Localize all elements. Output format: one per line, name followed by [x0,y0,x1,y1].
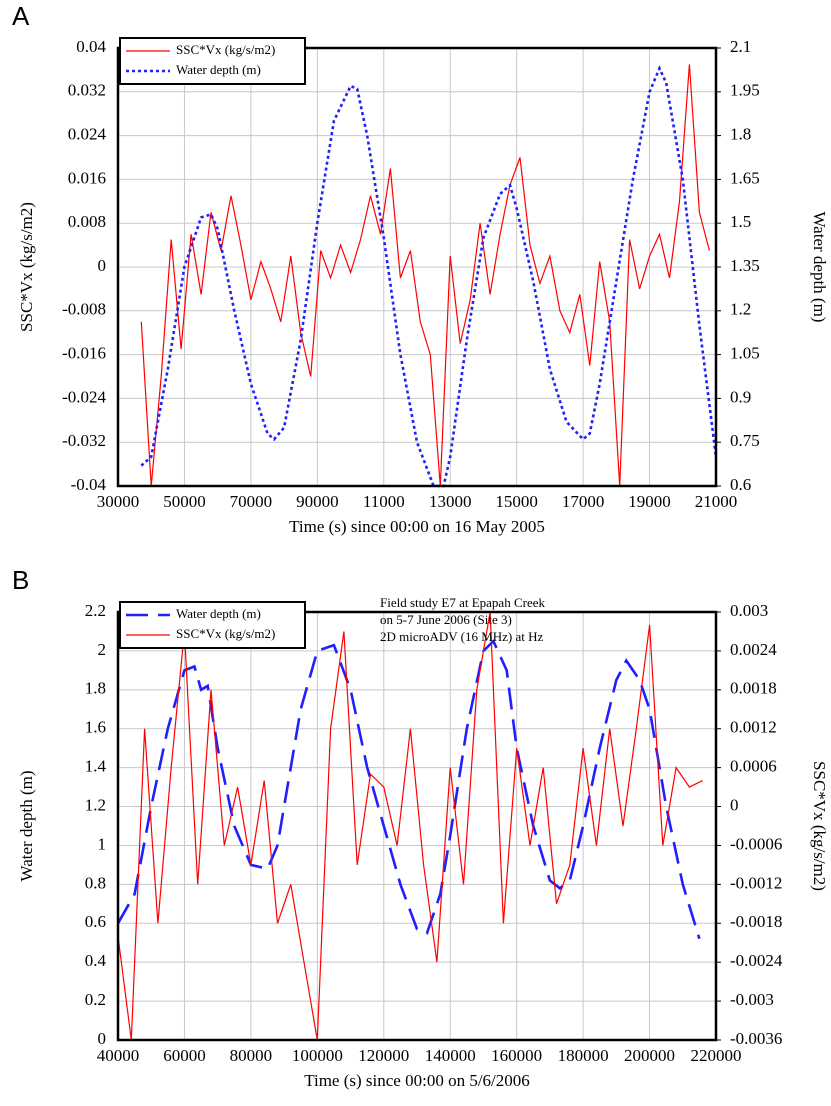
x-tick-label: 100000 [292,1046,343,1065]
x-tick-label: 220000 [691,1046,742,1065]
y-tick-label: 0.032 [68,81,106,100]
y2-axis-label: Water depth (m) [810,212,829,323]
y2-tick-label: 0.0012 [730,718,777,737]
x-tick-label: 19000 [628,492,671,511]
y-tick-label: 1 [98,834,107,853]
y-axis-label: Water depth (m) [17,771,36,882]
y-tick-label: 0.008 [68,212,106,231]
x-tick-label: 50000 [163,492,206,511]
legend-label: Water depth (m) [176,62,261,77]
y2-tick-label: 0.75 [730,431,760,450]
y-tick-label: -0.024 [62,387,106,406]
panel-label: A [12,1,30,31]
y2-tick-label: 1.2 [730,300,751,319]
y2-tick-label: 0.6 [730,475,751,494]
y2-tick-label: 0.0018 [730,679,777,698]
series-line [140,64,710,487]
y2-tick-label: 1.05 [730,344,760,363]
x-tick-label: 200000 [624,1046,675,1065]
y-tick-label: 0.04 [76,37,106,56]
x-tick-label: 30000 [97,492,140,511]
y-tick-label: 2.2 [85,601,106,620]
x-tick-label: 160000 [491,1046,542,1065]
y2-tick-label: 1.5 [730,212,751,231]
x-axis-label: Time (s) since 00:00 on 16 May 2005 [289,517,545,536]
y-tick-label: 0.024 [68,125,107,144]
annotation: on 5-7 June 2006 (Site 3) [380,612,512,627]
y2-tick-label: 1.95 [730,81,760,100]
y2-tick-label: -0.0024 [730,951,783,970]
x-tick-label: 180000 [558,1046,609,1065]
x-tick-label: 21000 [695,492,738,511]
y-tick-label: 1.4 [85,757,107,776]
y2-tick-label: 1.8 [730,125,751,144]
annotation: Field study E7 at Epapah Creek [380,595,545,610]
series-line [140,65,718,488]
y-tick-label: 0.016 [68,168,106,187]
y-tick-label: 1.2 [85,795,106,814]
y2-tick-label: 2.1 [730,37,751,56]
y2-tick-label: -0.0018 [730,912,782,931]
y2-tick-label: 0.9 [730,387,751,406]
x-tick-label: 70000 [230,492,273,511]
x-tick-label: 11000 [363,492,405,511]
y2-tick-label: -0.0012 [730,873,782,892]
legend-label: SSC*Vx (kg/s/m2) [176,42,275,57]
x-tick-label: 80000 [230,1046,273,1065]
x-tick-label: 90000 [296,492,339,511]
y-tick-label: 1.6 [85,718,106,737]
legend-box [119,601,306,649]
x-tick-label: 13000 [429,492,472,511]
y-tick-label: -0.04 [71,475,107,494]
legend-label: Water depth (m) [176,606,261,621]
x-tick-label: 60000 [163,1046,206,1065]
y2-tick-label: 1.35 [730,256,760,275]
series-line [117,611,703,1041]
y-tick-label: -0.016 [62,344,106,363]
y-tick-label: 0.6 [85,912,106,931]
series-line [116,638,701,940]
legend-label: SSC*Vx (kg/s/m2) [176,626,275,641]
legend-box [119,37,306,85]
x-tick-label: 140000 [425,1046,476,1065]
y2-tick-label: 0 [730,795,739,814]
y-tick-label: 0 [98,1029,107,1048]
x-tick-label: 40000 [97,1046,140,1065]
y-tick-label: 0 [98,256,107,275]
y-tick-label: 2 [98,640,107,659]
annotation: 2D microADV (16 MHz) at Hz [380,629,544,644]
y-tick-label: 0.8 [85,873,106,892]
y-axis-label: SSC*Vx (kg/s/m2) [17,202,36,332]
y2-tick-label: 0.003 [730,601,768,620]
y-tick-label: 0.2 [85,990,106,1009]
y2-tick-label: 0.0024 [730,640,777,659]
plot-frame [116,610,718,1042]
y2-axis-label: SSC*Vx (kg/s/m2) [810,761,829,891]
x-tick-label: 17000 [562,492,605,511]
y-tick-label: -0.008 [62,300,106,319]
x-axis-label: Time (s) since 00:00 on 5/6/2006 [304,1071,530,1090]
panel-label: B [12,565,29,595]
x-tick-label: 120000 [358,1046,409,1065]
y2-tick-label: 1.65 [730,168,760,187]
y-tick-label: -0.032 [62,431,106,450]
y2-tick-label: -0.0006 [730,834,782,853]
x-tick-label: 15000 [495,492,538,511]
plot-frame [116,46,718,488]
y2-tick-label: 0.0006 [730,757,777,776]
y2-tick-label: -0.0036 [730,1029,782,1048]
y-tick-label: 0.4 [85,951,107,970]
y2-tick-label: -0.003 [730,990,774,1009]
y-tick-label: 1.8 [85,679,106,698]
